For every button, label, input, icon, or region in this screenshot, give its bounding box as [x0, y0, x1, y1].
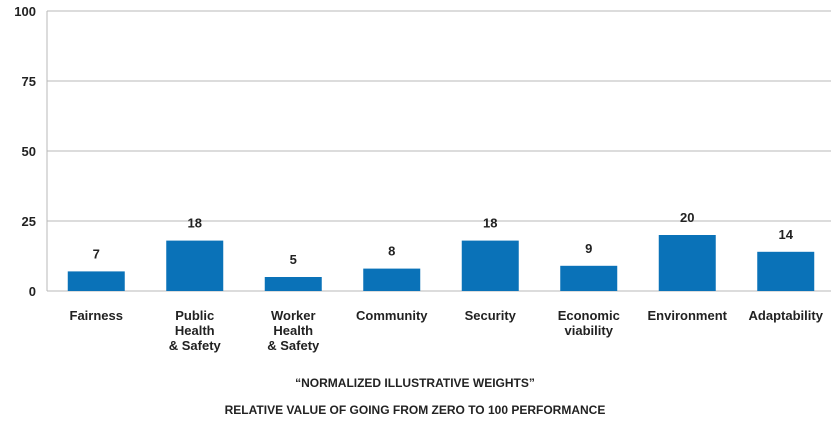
- bar: [658, 235, 716, 291]
- caption: “NORMALIZED ILLUSTRATIVE WEIGHTS” RELATI…: [225, 376, 606, 417]
- category-label: Security: [465, 308, 517, 323]
- category-labels: Fairness Public Health & Safety Worker Health…: [70, 308, 824, 353]
- bar-value-label: 8: [388, 244, 395, 259]
- bar-value-label: 18: [483, 216, 497, 231]
- y-tick-label: 75: [22, 74, 36, 89]
- bar: [166, 240, 224, 291]
- category-label: Fairness: [70, 308, 123, 323]
- category-label: Community: [356, 308, 428, 323]
- bar: [363, 268, 421, 291]
- y-axis-ticks: 0 25 50 75 100: [14, 4, 36, 299]
- bar-value-label: 14: [779, 227, 794, 242]
- category-label: Public Health & Safety: [169, 308, 222, 353]
- bar: [560, 265, 618, 291]
- caption-line-2: RELATIVE VALUE OF GOING FROM ZERO TO 100…: [225, 403, 606, 417]
- category-label: Adaptability: [749, 308, 824, 323]
- bar: [461, 240, 519, 291]
- caption-line-1: “NORMALIZED ILLUSTRATIVE WEIGHTS”: [295, 376, 535, 390]
- y-tick-label: 0: [29, 284, 36, 299]
- bar: [67, 271, 125, 291]
- y-tick-label: 50: [22, 144, 36, 159]
- bar: [264, 277, 322, 291]
- category-label: Worker Health & Safety: [267, 308, 320, 353]
- bar: [757, 251, 815, 291]
- y-tick-label: 25: [22, 214, 36, 229]
- bar-value-label: 18: [188, 216, 202, 231]
- y-tick-label: 100: [14, 4, 36, 19]
- bars: [67, 235, 815, 291]
- category-label: Economic viability: [558, 308, 620, 338]
- value-labels: 7 18 5 8 18 9 20 14: [93, 210, 794, 267]
- bar-value-label: 9: [585, 241, 592, 256]
- bar-value-label: 20: [680, 210, 694, 225]
- category-label: Environment: [648, 308, 728, 323]
- bar-value-label: 5: [290, 252, 297, 267]
- bar-value-label: 7: [93, 246, 100, 261]
